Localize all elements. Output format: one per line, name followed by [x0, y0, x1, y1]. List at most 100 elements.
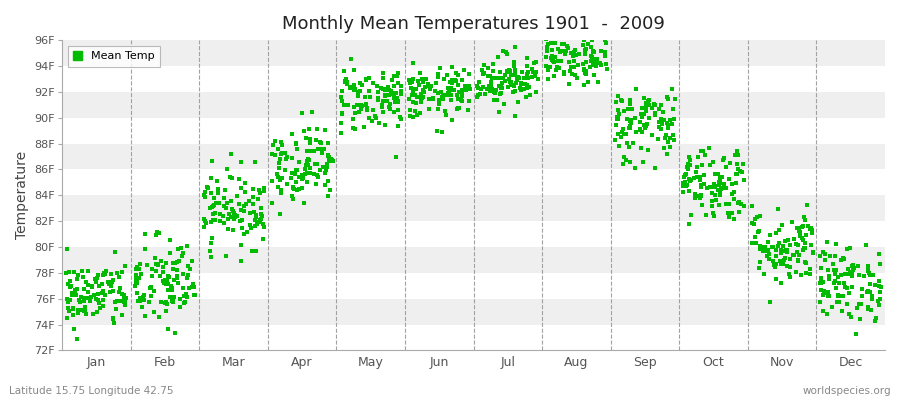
- Point: [622, 125, 636, 132]
- Point: [93, 305, 107, 311]
- Point: [584, 58, 598, 64]
- Point: [278, 167, 293, 173]
- Point: [91, 271, 105, 278]
- Point: [206, 194, 220, 201]
- Point: [730, 170, 744, 177]
- Point: [73, 299, 87, 306]
- Point: [439, 72, 454, 78]
- Point: [323, 156, 338, 162]
- Point: [711, 186, 725, 193]
- Point: [321, 152, 336, 158]
- Point: [816, 290, 831, 296]
- Point: [642, 97, 656, 103]
- Point: [871, 298, 886, 304]
- Point: [562, 80, 576, 87]
- Point: [584, 36, 598, 43]
- Point: [69, 286, 84, 292]
- Point: [299, 162, 313, 168]
- Point: [838, 270, 852, 277]
- Point: [861, 270, 876, 276]
- Point: [846, 265, 860, 271]
- Point: [824, 304, 839, 311]
- Point: [251, 187, 266, 193]
- Point: [774, 247, 788, 253]
- Point: [608, 122, 623, 128]
- Point: [462, 83, 476, 89]
- Point: [572, 51, 586, 58]
- Point: [224, 151, 238, 158]
- Point: [652, 118, 666, 125]
- Point: [768, 264, 782, 270]
- Point: [148, 268, 163, 274]
- Point: [347, 81, 362, 88]
- Point: [598, 36, 612, 43]
- Point: [392, 107, 406, 113]
- Point: [842, 290, 856, 296]
- Point: [387, 99, 401, 105]
- Point: [493, 91, 508, 97]
- Point: [160, 287, 175, 294]
- Point: [852, 272, 867, 278]
- Point: [156, 268, 170, 275]
- Point: [796, 223, 811, 229]
- Point: [567, 64, 581, 70]
- Point: [474, 67, 489, 73]
- Point: [446, 87, 460, 93]
- Point: [634, 111, 649, 117]
- Point: [543, 34, 557, 40]
- Point: [611, 107, 625, 113]
- Point: [207, 202, 221, 208]
- Point: [520, 55, 535, 62]
- Point: [695, 202, 709, 209]
- Point: [117, 299, 131, 305]
- Point: [80, 282, 94, 289]
- Point: [295, 176, 310, 182]
- Point: [610, 116, 625, 122]
- Point: [181, 272, 195, 278]
- Point: [248, 209, 262, 215]
- Point: [285, 184, 300, 191]
- Point: [346, 124, 361, 131]
- Point: [60, 315, 75, 322]
- Point: [817, 257, 832, 263]
- Point: [170, 275, 184, 281]
- Point: [391, 70, 405, 76]
- Point: [543, 23, 557, 30]
- Y-axis label: Temperature: Temperature: [15, 151, 29, 239]
- Point: [873, 296, 887, 302]
- Point: [705, 198, 719, 205]
- Point: [338, 68, 352, 74]
- Point: [177, 293, 192, 300]
- Point: [321, 193, 336, 199]
- Point: [104, 279, 118, 285]
- Point: [653, 126, 668, 132]
- Point: [161, 273, 176, 279]
- Point: [301, 156, 315, 162]
- Point: [61, 281, 76, 288]
- Point: [758, 244, 772, 250]
- Point: [657, 144, 671, 151]
- Point: [433, 64, 447, 71]
- Point: [614, 134, 628, 140]
- Point: [783, 274, 797, 280]
- Point: [274, 190, 288, 196]
- Point: [590, 58, 604, 65]
- Point: [492, 68, 507, 75]
- Point: [302, 165, 317, 171]
- Point: [286, 186, 301, 192]
- Point: [355, 102, 369, 108]
- Point: [693, 174, 707, 180]
- Point: [285, 196, 300, 202]
- Point: [289, 179, 303, 185]
- Point: [762, 232, 777, 238]
- Point: [310, 161, 324, 167]
- Point: [760, 253, 775, 259]
- Point: [458, 83, 473, 89]
- Point: [577, 82, 591, 88]
- Point: [822, 293, 836, 300]
- Point: [571, 62, 585, 68]
- Point: [820, 292, 834, 299]
- Point: [714, 186, 728, 192]
- Point: [167, 330, 182, 336]
- Point: [633, 127, 647, 133]
